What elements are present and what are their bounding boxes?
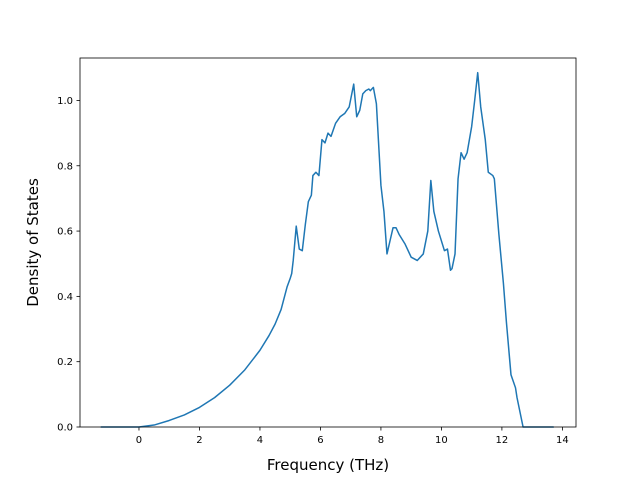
x-tick-label: 14 <box>556 435 569 446</box>
series-layer <box>100 71 555 428</box>
y-tick-label: 0.6 <box>57 227 73 238</box>
y-tick-label: 0.0 <box>57 423 73 434</box>
y-tick-label: 0.2 <box>57 357 73 368</box>
x-tick-label: 8 <box>378 435 384 446</box>
x-tick-label: 2 <box>196 435 202 446</box>
x-tick-label: 0 <box>136 435 142 446</box>
y-tick-label: 0.8 <box>57 161 73 172</box>
dos-series-line <box>100 71 555 428</box>
y-tick-label: 1.0 <box>57 96 73 107</box>
x-tick-label: 12 <box>496 435 509 446</box>
y-tick-label: 0.4 <box>57 292 73 303</box>
y-axis-label: Density of States <box>24 178 42 307</box>
axes-frame <box>79 57 577 428</box>
x-tick-label: 10 <box>435 435 448 446</box>
axis-ticks: 0 2 4 6 8 10 12 14 0.0 0.2 0.4 0.6 0.8 1.0 <box>57 96 569 446</box>
x-tick-label: 4 <box>257 435 263 446</box>
x-tick-label: 6 <box>317 435 323 446</box>
x-axis-label: Frequency (THz) <box>267 456 389 474</box>
